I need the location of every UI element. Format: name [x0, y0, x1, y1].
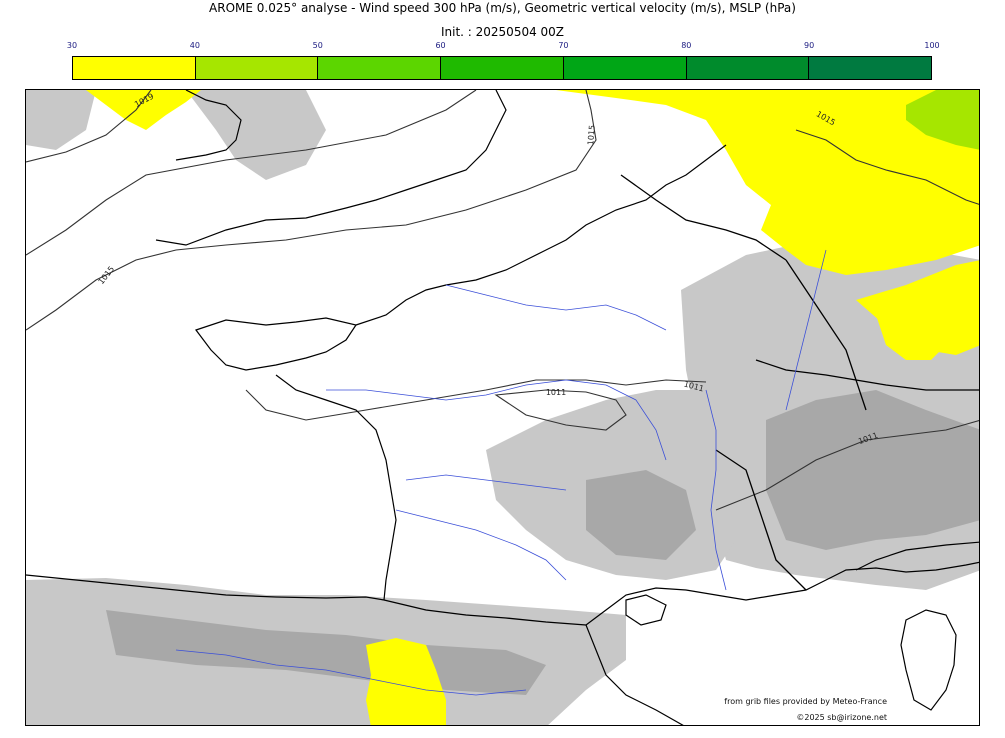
- rivers: [175, 249, 827, 696]
- coastline-france-north: [355, 144, 727, 326]
- vv-dark-massif: [586, 470, 696, 560]
- coastline-spain-north: [26, 574, 385, 601]
- border-italy: [715, 449, 807, 591]
- weather-map[interactable]: 1019 1015 1015 1011 1011 1011 1015: [25, 89, 980, 726]
- map-title: AROME 0.025° analyse - Wind speed 300 hP…: [209, 1, 796, 15]
- wind-speed-colorbar: [72, 56, 932, 80]
- border-spain: [383, 599, 587, 626]
- vv-shade-west-uk: [26, 90, 96, 150]
- colorbar-segment-40-50: [195, 57, 319, 79]
- river-ebro: [175, 649, 527, 696]
- jet-streak-northeast: [556, 90, 979, 275]
- jet-streak-south: [366, 638, 446, 725]
- colorbar-tick-label: 50: [312, 41, 323, 50]
- colorbar-segment-30-40: [73, 57, 196, 79]
- coastline-uk-wales: [175, 90, 242, 161]
- colorbar-segment-80-90: [686, 57, 810, 79]
- vv-dark-alps: [766, 390, 979, 550]
- coastlines: [26, 90, 979, 725]
- colorbar-tick-label: 80: [681, 41, 692, 50]
- jet-streak-swiss: [876, 308, 976, 360]
- isobars: [26, 90, 979, 511]
- colorbar-tick-label: 100: [924, 41, 940, 50]
- river-rhine: [785, 249, 827, 411]
- coastline-med-france: [585, 561, 979, 626]
- copyright-credit: ©2025 sb@irizone.net: [796, 713, 887, 722]
- coastline-corsica: [900, 609, 957, 711]
- colorbar-tick-label: 40: [189, 41, 200, 50]
- colorbar-tick-label: 70: [558, 41, 569, 50]
- river-garonne: [395, 509, 567, 581]
- isobar-1015-atlantic: [26, 90, 597, 331]
- river-loire: [326, 379, 667, 461]
- river-seine: [445, 284, 667, 331]
- coastline-spain-catalonia: [585, 624, 684, 725]
- coastline-brittany: [195, 317, 357, 371]
- colorbar-segment-50-60: [318, 57, 442, 79]
- coastline-biscay: [275, 374, 397, 601]
- wind-speed-fill-stronger: [906, 90, 979, 150]
- isobar-1015-alps: [715, 419, 979, 511]
- border-germany: [785, 259, 867, 411]
- isobar-1011-center: [494, 389, 627, 431]
- isobar-1011-east: [795, 129, 979, 205]
- borders: [383, 174, 979, 626]
- jet-core-northeast: [906, 90, 979, 150]
- wind-speed-fill: [86, 90, 979, 725]
- colorbar-tick-label: 30: [66, 41, 78, 50]
- colorbar-segment-70-80: [563, 57, 687, 79]
- isobar-1015-west: [26, 90, 477, 256]
- isobar-1019: [26, 90, 152, 163]
- border-belgium: [620, 174, 787, 261]
- coastline-italy: [855, 541, 979, 571]
- river-dordogne: [405, 474, 567, 491]
- init-time-subtitle: Init. : 20250504 00Z: [440, 25, 565, 39]
- colorbar-segment-90-100: [809, 57, 932, 79]
- border-switzerland: [755, 359, 979, 391]
- colorbar-segment-60-70: [441, 57, 564, 79]
- jet-streak-northwest: [86, 90, 201, 130]
- colorbar-tick-label: 60: [435, 41, 446, 50]
- isobar-1011-low: [245, 379, 707, 421]
- isobar-label: 1011: [546, 388, 566, 397]
- vv-shade-north-uk: [186, 90, 326, 180]
- coastline-uk-south: [155, 90, 507, 246]
- coastline-mallorca-outline: [625, 594, 667, 626]
- data-source-credit: from grib files provided by Meteo-France: [724, 697, 887, 706]
- isobar-label: 1015: [586, 125, 597, 146]
- colorbar-tick-label: 90: [804, 41, 815, 50]
- isobar-label: 1015: [97, 265, 117, 287]
- river-rhone: [705, 389, 727, 591]
